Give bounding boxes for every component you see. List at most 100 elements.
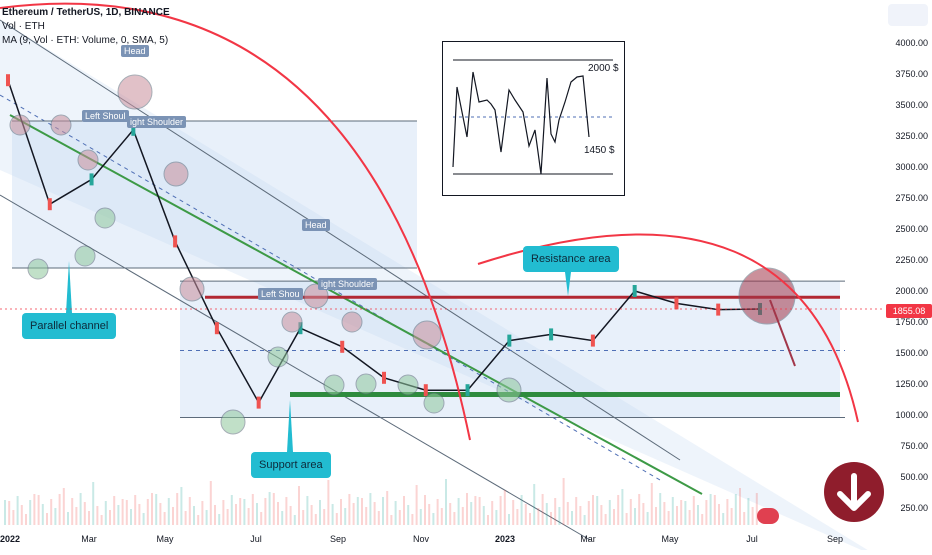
volume-bar [142, 513, 145, 525]
volume-bar [516, 509, 519, 525]
volume-bar [298, 486, 300, 525]
pattern-circle [179, 276, 205, 302]
volume-bar [617, 495, 620, 525]
pattern-circle [303, 283, 329, 309]
chart-menu-button[interactable] [888, 4, 928, 26]
volume-bar [495, 510, 498, 525]
volume-bar [415, 485, 418, 525]
volume-bar [226, 509, 229, 525]
target-low-label: 1450 $ [584, 145, 615, 156]
volume-bar [676, 506, 678, 525]
volume-bar [201, 501, 204, 525]
volume-bar [684, 501, 687, 525]
price-candle [89, 173, 94, 186]
volume-bar [512, 500, 515, 525]
price-candle [131, 123, 136, 136]
volume-bar [193, 506, 195, 525]
pattern-circle [281, 311, 303, 333]
volume-bar [352, 503, 355, 525]
volume-bar [58, 494, 61, 525]
pattern-circle [9, 114, 31, 136]
volume-bar [369, 493, 372, 525]
volume-bar [104, 501, 107, 525]
volume-bar [755, 493, 758, 525]
x-tick-label: Sep [827, 534, 843, 544]
volume-bar [155, 494, 158, 525]
volume-bar [205, 510, 208, 525]
volume-bar [407, 505, 410, 525]
volume-bar [739, 488, 741, 525]
volume-bar [734, 494, 737, 525]
symbol-title: Ethereum / TetherUS, 1D, BINANCE [2, 7, 170, 18]
us-flag-icon[interactable] [757, 508, 779, 524]
price-candle [173, 235, 178, 248]
volume-bar [730, 508, 733, 525]
volume-bar [100, 515, 103, 525]
x-tick-label: Jul [746, 534, 758, 544]
volume-bar [46, 513, 48, 525]
target-note-sketch [452, 59, 613, 175]
pattern-circle [77, 149, 99, 171]
volume-bar [466, 493, 468, 525]
volume-bar [726, 499, 729, 525]
volume-bar [281, 511, 284, 525]
volume-bar [8, 501, 11, 525]
drop-arc-2 [477, 233, 859, 423]
volume-bar [747, 498, 750, 525]
volume-bar [587, 501, 590, 525]
channel-upper-line [0, 19, 681, 461]
volume-bar [71, 498, 74, 525]
ma-label: MA (9, Vol · ETH: Volume, 0, SMA, 5) [2, 35, 169, 46]
current-price-tag: 1855.08 [886, 304, 932, 318]
volume-bar [319, 500, 321, 525]
volume-bar [718, 504, 720, 525]
y-tick-label: 1250.00 [895, 379, 928, 389]
volume-bar [503, 490, 506, 525]
y-tick-label: 500.00 [900, 472, 928, 482]
price-candle [382, 371, 386, 384]
support-callout: Support area [251, 452, 331, 478]
pattern-circle [412, 320, 442, 350]
pattern-circle [355, 373, 377, 395]
volume-bar [365, 507, 368, 525]
volume-bar [482, 506, 485, 525]
volume-bar [470, 502, 473, 525]
volume-bar [554, 498, 557, 525]
volume-bar [592, 495, 594, 525]
y-tick-label: 2250.00 [895, 255, 928, 265]
volume-bar [50, 499, 53, 525]
parallel-pointer [66, 261, 72, 313]
volume-bar [419, 509, 422, 525]
sell-signal-button[interactable] [824, 462, 884, 522]
volume-bar [264, 498, 267, 525]
volume-bar [29, 500, 32, 525]
volume-bar [176, 493, 179, 525]
volume-bar [398, 510, 401, 525]
volume-bar [428, 504, 431, 525]
volume-bar [306, 496, 309, 525]
pattern-circle [117, 74, 153, 110]
volume-bar [331, 504, 334, 525]
target-note-box [442, 41, 625, 196]
volume-bar [394, 501, 397, 525]
volume-bar [638, 494, 641, 525]
x-tick-label: 2023 [495, 534, 515, 544]
volume-bar [743, 512, 746, 525]
volume-bar [243, 499, 246, 525]
pattern-circle [74, 245, 96, 267]
head-label-2: Head [302, 219, 330, 231]
volume-bar [251, 494, 254, 525]
volume-bar [356, 497, 359, 525]
volume-bar [130, 509, 132, 525]
volume-bar [524, 504, 527, 525]
volume-bar [302, 510, 305, 525]
x-tick-label: May [661, 534, 679, 544]
volume-bar [663, 502, 666, 525]
volume-bar [121, 499, 124, 525]
pattern-circle [163, 161, 189, 187]
volume-bar [491, 501, 494, 525]
price-candle [6, 74, 10, 87]
volume-bar [436, 499, 439, 525]
